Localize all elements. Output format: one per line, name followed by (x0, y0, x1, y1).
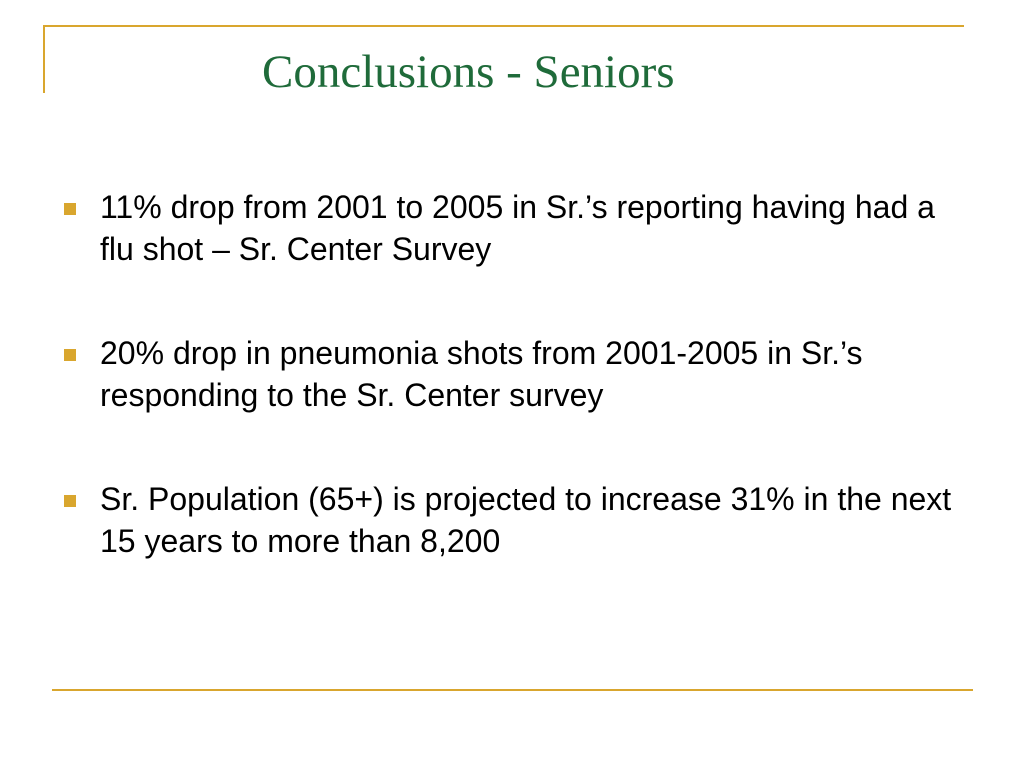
bullet-text: 11% drop from 2001 to 2005 in Sr.’s repo… (100, 189, 935, 267)
square-bullet-icon (64, 203, 76, 215)
slide-title: Conclusions - Seniors (262, 46, 675, 98)
bullet-text: Sr. Population (65+) is projected to inc… (100, 481, 952, 559)
frame-line-bottom (52, 689, 973, 691)
square-bullet-icon (64, 349, 76, 361)
frame-line-top (43, 25, 964, 27)
frame-line-left (43, 25, 45, 93)
bullet-text: 20% drop in pneumonia shots from 2001-20… (100, 335, 863, 413)
square-bullet-icon (64, 495, 76, 507)
bullet-list: 11% drop from 2001 to 2005 in Sr.’s repo… (64, 186, 964, 562)
bullet-item: Sr. Population (65+) is projected to inc… (64, 478, 964, 562)
bullet-item: 20% drop in pneumonia shots from 2001-20… (64, 332, 964, 416)
bullet-item: 11% drop from 2001 to 2005 in Sr.’s repo… (64, 186, 964, 270)
